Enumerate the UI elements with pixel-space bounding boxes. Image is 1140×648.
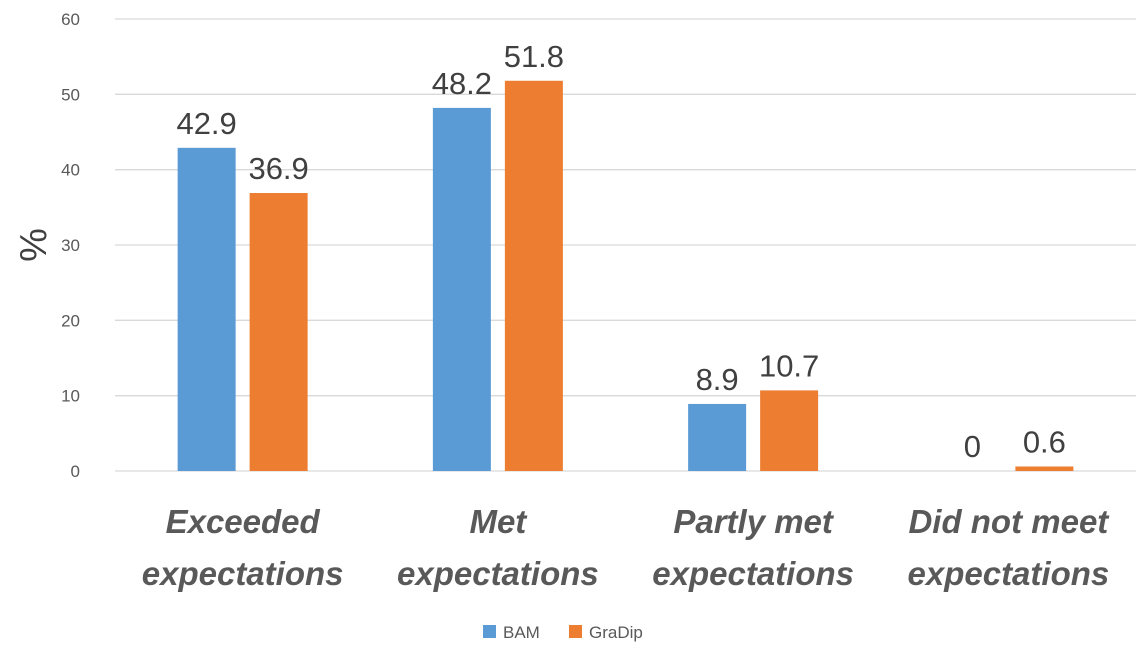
y-tick-label: 20 bbox=[61, 311, 80, 330]
legend-label-gradip: GraDip bbox=[589, 623, 643, 642]
data-label-bam-0: 42.9 bbox=[176, 106, 236, 141]
y-axis-label: % bbox=[13, 228, 55, 262]
y-tick-label: 40 bbox=[61, 161, 80, 180]
y-axis-ticks: 0 10 20 30 40 50 60 bbox=[61, 10, 80, 481]
x-category-label: expectations bbox=[652, 555, 854, 592]
x-category-label: Exceeded bbox=[166, 503, 321, 540]
bar-gradip-2 bbox=[760, 390, 819, 471]
y-tick-label: 30 bbox=[61, 236, 80, 255]
data-label-gradip-2: 10.7 bbox=[759, 348, 819, 383]
x-category-label: expectations bbox=[908, 555, 1110, 592]
y-tick-label: 60 bbox=[61, 10, 80, 29]
data-label-bam-3: 0 bbox=[964, 429, 981, 464]
bar-bam-0 bbox=[177, 147, 236, 471]
data-label-gradip-1: 51.8 bbox=[504, 39, 564, 74]
data-labels: 42.9 36.9 48.2 51.8 8.9 10.7 0 0.6 bbox=[176, 39, 1065, 464]
y-tick-label: 0 bbox=[71, 462, 80, 481]
x-category-label: Did not meet bbox=[908, 503, 1110, 540]
bar-bam-2 bbox=[688, 403, 747, 471]
x-category-label: expectations bbox=[142, 555, 344, 592]
data-label-bam-2: 8.9 bbox=[696, 362, 739, 397]
x-category-label: Met bbox=[469, 503, 528, 540]
data-label-bam-1: 48.2 bbox=[432, 66, 492, 101]
legend-label-bam: BAM bbox=[503, 623, 540, 642]
bar-bam-1 bbox=[432, 107, 491, 471]
bars bbox=[177, 80, 1074, 472]
legend-swatch-bam bbox=[483, 625, 496, 638]
bar-gradip-3 bbox=[1015, 466, 1074, 471]
x-category-label: Partly met bbox=[673, 503, 835, 540]
bar-gradip-0 bbox=[249, 193, 308, 471]
category-labels: Exceeded expectations Met expectations Partl… bbox=[142, 503, 1111, 592]
bar-gradip-1 bbox=[504, 80, 563, 472]
y-tick-label: 50 bbox=[61, 85, 80, 104]
x-category-label: expectations bbox=[397, 555, 599, 592]
y-tick-label: 10 bbox=[61, 387, 80, 406]
legend: BAM GraDip bbox=[483, 623, 643, 642]
legend-swatch-gradip bbox=[569, 625, 582, 638]
data-label-gradip-0: 36.9 bbox=[248, 151, 308, 186]
data-label-gradip-3: 0.6 bbox=[1023, 424, 1066, 459]
